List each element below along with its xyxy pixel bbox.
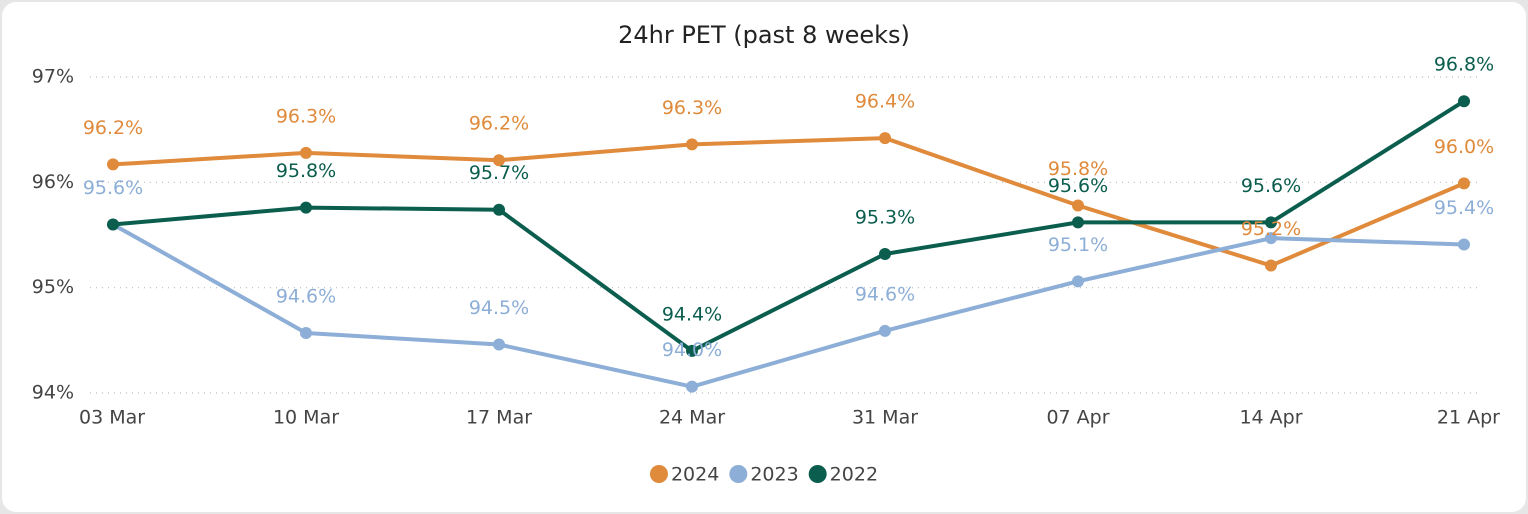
- point: [879, 247, 891, 260]
- point: [300, 146, 312, 159]
- data-label: 95.8%: [1048, 158, 1108, 180]
- x-tick-label: 31 Mar: [852, 407, 918, 429]
- y-tick-label: 96%: [32, 171, 74, 193]
- series-line: [112, 136, 1465, 268]
- data-label: 95.6%: [83, 177, 143, 199]
- point: [107, 218, 119, 231]
- point: [1265, 232, 1277, 245]
- point: [1265, 216, 1277, 229]
- legend: 2024 2023 2022: [649, 464, 878, 486]
- y-tick-label: 95%: [32, 276, 74, 298]
- x-tick-label: 14 Apr: [1239, 407, 1302, 429]
- point: [1265, 259, 1277, 272]
- data-label: 96.2%: [83, 117, 143, 139]
- chart-title: 24hr PET (past 8 weeks): [618, 21, 910, 49]
- point: [1458, 177, 1470, 190]
- point: [686, 138, 698, 151]
- data-label: 95.2%: [1241, 218, 1301, 240]
- data-label: 94.4%: [662, 303, 722, 325]
- point: [300, 326, 312, 339]
- point: [300, 201, 312, 214]
- data-label: 94.6%: [855, 283, 915, 305]
- data-label: 96.0%: [1434, 136, 1494, 158]
- point: [1072, 275, 1084, 288]
- legend-swatch: [808, 465, 827, 483]
- x-tick-label: 07 Apr: [1046, 407, 1109, 429]
- point: [1072, 199, 1084, 212]
- data-label: 95.6%: [1048, 175, 1108, 197]
- legend-label: 2023: [750, 464, 798, 486]
- point: [107, 158, 119, 171]
- x-tick-label: 21 Apr: [1437, 407, 1500, 429]
- point: [686, 344, 698, 357]
- y-tick-label: 94%: [32, 382, 74, 404]
- data-label: 96.3%: [662, 97, 722, 119]
- data-label: 95.7%: [469, 162, 529, 184]
- point: [493, 203, 505, 216]
- data-label: 95.3%: [855, 206, 915, 228]
- point: [493, 154, 505, 167]
- point: [686, 380, 698, 393]
- series-line: [112, 99, 1466, 353]
- data-label: 94.0%: [662, 339, 722, 361]
- point: [1072, 216, 1084, 229]
- legend-swatch: [649, 465, 668, 483]
- series-line: [112, 222, 1465, 389]
- legend-label: 2022: [830, 464, 878, 486]
- point: [879, 132, 891, 145]
- x-tick-label: 03 Mar: [79, 407, 145, 429]
- point: [879, 324, 891, 337]
- data-label: 96.8%: [1434, 54, 1494, 76]
- point: [1458, 238, 1470, 251]
- x-tick-label: 17 Mar: [466, 407, 532, 429]
- data-label: 95.1%: [1048, 234, 1108, 256]
- legend-label: 2024: [671, 464, 719, 486]
- data-label: 94.6%: [276, 285, 336, 307]
- data-label: 95.4%: [1434, 197, 1494, 219]
- data-label: 96.3%: [276, 105, 336, 127]
- point: [1458, 95, 1470, 108]
- point: [493, 338, 505, 351]
- y-tick-label: 97%: [32, 66, 74, 88]
- data-label: 94.5%: [469, 297, 529, 319]
- x-tick-label: 24 Mar: [659, 407, 725, 429]
- data-label: 95.6%: [1241, 175, 1301, 197]
- data-label: 96.2%: [469, 113, 529, 135]
- data-label: 96.4%: [855, 91, 915, 113]
- x-tick-label: 10 Mar: [273, 407, 339, 429]
- data-label: 95.8%: [276, 160, 336, 182]
- legend-swatch: [729, 465, 748, 483]
